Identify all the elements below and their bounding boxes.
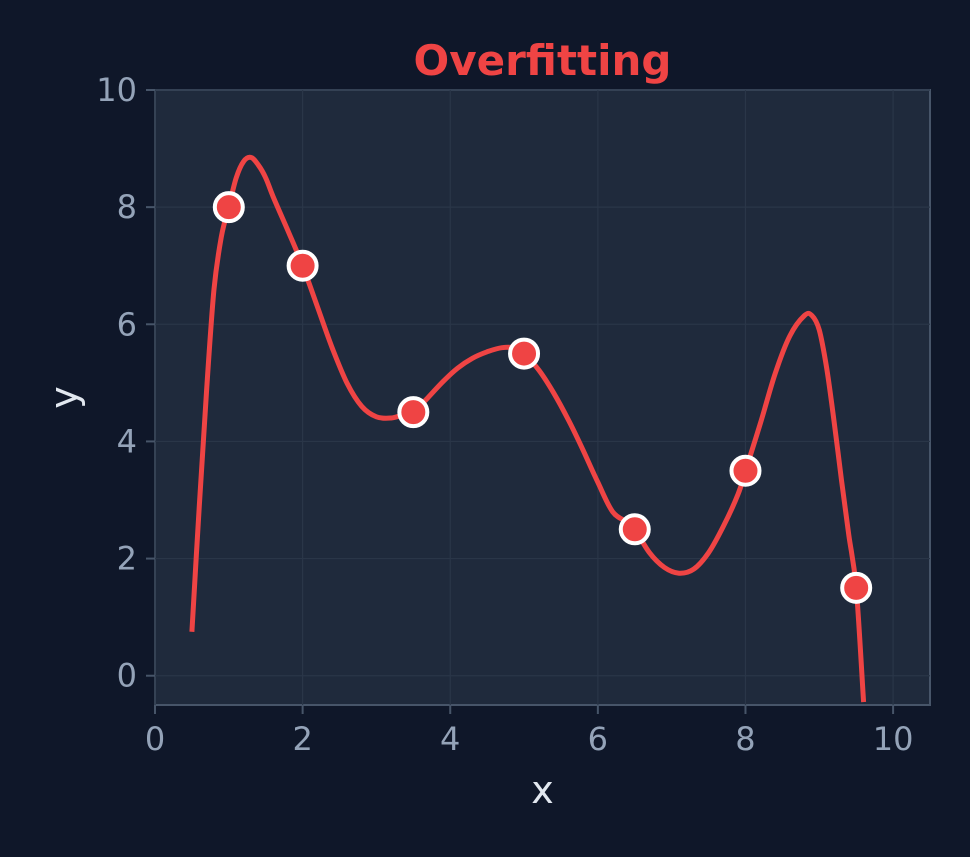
y-tick-label: 4: [117, 422, 137, 460]
y-tick-label: 8: [117, 188, 137, 226]
data-point: [508, 337, 541, 370]
grid: [154, 89, 930, 705]
x-tick-label: 8: [735, 720, 755, 758]
data-point: [729, 454, 762, 487]
data-point: [840, 571, 873, 604]
x-tick-label: 6: [588, 720, 608, 758]
data-point: [286, 249, 319, 282]
points-layer: [212, 191, 873, 604]
x-tick-label: 4: [440, 720, 460, 758]
chart-title: Overfitting: [414, 36, 672, 85]
axes: 0 2 4 6 8 10 0 2 4 6 8 10: [96, 71, 913, 758]
x-tick-label: 10: [873, 720, 914, 758]
data-point: [618, 513, 651, 546]
data-point: [397, 396, 430, 429]
y-tick-label: 0: [117, 657, 137, 695]
x-axis-label: x: [531, 768, 554, 812]
data-point: [212, 191, 245, 224]
y-axis-label: y: [42, 386, 86, 409]
y-tick-label: 6: [117, 305, 137, 343]
y-tick-label: 2: [117, 540, 137, 578]
x-tick-label: 0: [145, 720, 165, 758]
y-tick-label: 10: [96, 71, 137, 109]
plot-area: [154, 89, 931, 706]
x-tick-label: 2: [292, 720, 312, 758]
